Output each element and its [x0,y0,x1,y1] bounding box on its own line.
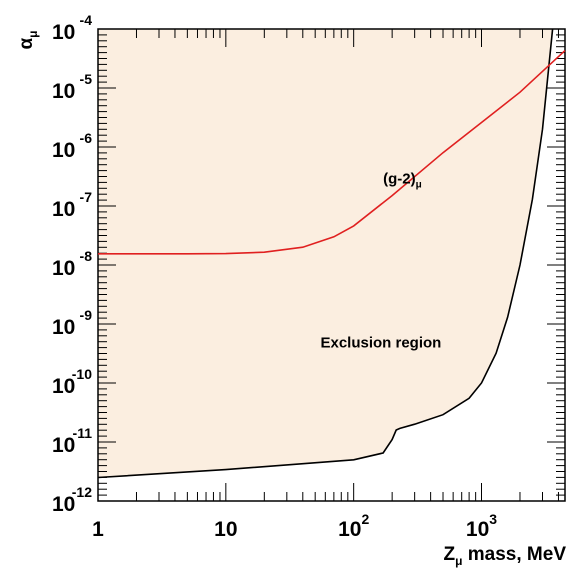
x-axis-title-base: Z [444,544,456,565]
y-tick-label-exp: -5 [80,71,93,87]
y-tick-label: 10 [52,80,75,103]
x-axis-title-rest: mass, MeV [463,544,567,565]
annotation-sub: μ [416,180,422,191]
plot-area [98,29,553,478]
axis-ticks [97,29,565,502]
x-axis-title-sub: μ [455,554,462,568]
x-tick-label: 10 [214,518,237,541]
g2-line [98,50,566,255]
exclusion-region-fill [98,29,553,478]
exclusion-region-label: Exclusion region [320,334,441,351]
x-axis-title: Zμ mass, MeV [444,544,567,568]
y-tick-label: 10 [52,21,75,44]
x-tick-label-exp: 2 [361,511,369,527]
y-tick-label-exp: -11 [73,425,93,441]
y-tick-label-exp: -9 [80,307,93,323]
y-axis-title-sub: μ [26,30,40,37]
x-tick-label-base: 10 [466,518,489,541]
annotation-base: (g-2) [383,171,416,188]
annotations: (g-2)μ Exclusion region [320,171,441,352]
y-tick-label-exp: -6 [80,130,93,146]
x-tick-label: 103 [466,511,497,541]
y-tick-label-exp: -4 [80,12,93,28]
g2-annotation: (g-2)μ [383,171,422,191]
y-tick-label-exp: -10 [72,366,92,382]
y-axis-title-base: α [16,38,37,50]
y-tick-label: 10 [52,493,75,516]
x-tick-label: 102 [338,511,369,541]
exclusion-boundary-line [97,28,554,479]
y-tick-label: 10 [52,434,75,457]
y-tick-label: 10 [52,257,75,280]
y-tick-label: 10 [52,139,75,162]
x-tick-label-exp: 3 [489,511,497,527]
x-tick-label-base: 10 [338,518,361,541]
y-tick-label: 10 [52,198,75,221]
y-tick-label: 10 [52,316,75,339]
y-axis-title: αμ [16,30,40,49]
x-tick-label: 1 [92,518,104,541]
y-tick-label-exp: -8 [80,248,93,264]
y-tick-label-exp: -12 [72,484,92,500]
y-tick-label-exp: -7 [80,189,93,205]
y-tick-label: 10 [52,375,75,398]
x-tick-labels: 1 10 102 103 [92,511,497,541]
